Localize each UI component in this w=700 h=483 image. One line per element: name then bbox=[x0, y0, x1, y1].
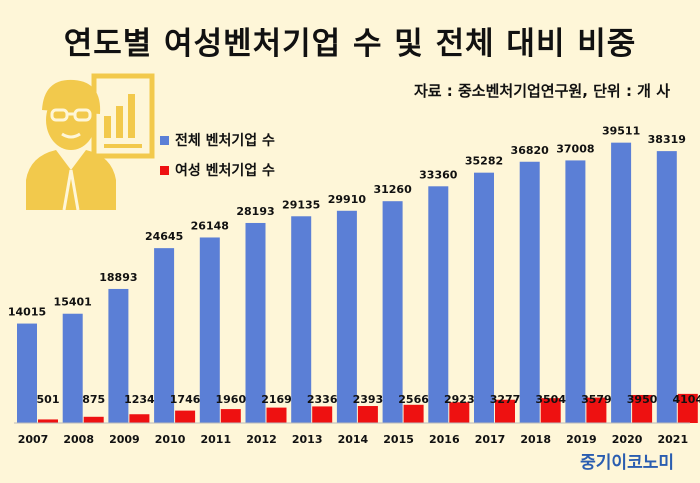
x-tick-label-2021: 2021 bbox=[657, 433, 688, 446]
data-label-total-2015: 31260 bbox=[373, 183, 412, 196]
data-label-total-2021: 38319 bbox=[648, 133, 686, 146]
x-tick-label-2016: 2016 bbox=[429, 433, 460, 446]
legend-swatch-women bbox=[160, 165, 169, 175]
x-tick-label-2018: 2018 bbox=[520, 433, 551, 446]
bar-women-2020 bbox=[632, 394, 653, 423]
bar-women-2014 bbox=[357, 406, 378, 423]
data-label-total-2011: 26148 bbox=[191, 219, 229, 232]
x-tick-label-2007: 2007 bbox=[18, 433, 49, 446]
x-tick-label-2019: 2019 bbox=[566, 433, 597, 446]
data-label-women-2009: 1234 bbox=[124, 393, 155, 406]
legend-item-women: 여성 벤처기업 수 bbox=[160, 155, 275, 185]
data-label-women-2021: 4104 bbox=[672, 393, 700, 406]
bar-total-2019 bbox=[565, 160, 586, 423]
data-label-total-2018: 36820 bbox=[511, 144, 550, 157]
bar-total-2018 bbox=[519, 161, 540, 423]
bar-total-2021 bbox=[656, 151, 677, 424]
data-label-women-2012: 2169 bbox=[261, 393, 292, 406]
data-label-total-2014: 29910 bbox=[328, 193, 367, 206]
x-tick-label-2010: 2010 bbox=[155, 433, 186, 446]
x-tick-label-2012: 2012 bbox=[246, 433, 277, 446]
x-tick-label-2013: 2013 bbox=[292, 433, 323, 446]
bar-women-2013 bbox=[312, 406, 333, 423]
source-note: 자료 : 중소벤처기업연구원, 단위 : 개 사 bbox=[413, 82, 670, 100]
bar-women-2012 bbox=[266, 407, 287, 423]
bar-total-2008 bbox=[62, 313, 83, 423]
data-label-total-2020: 39511 bbox=[602, 125, 640, 138]
data-label-women-2017: 3277 bbox=[490, 393, 521, 406]
bar-women-2021 bbox=[677, 393, 698, 423]
bar-total-2011 bbox=[199, 237, 220, 423]
data-label-women-2008: 875 bbox=[82, 393, 105, 406]
legend-swatch-total bbox=[160, 135, 169, 145]
bar-women-2019 bbox=[586, 397, 607, 423]
bar-total-2020 bbox=[611, 142, 632, 424]
legend-label-total: 전체 벤처기업 수 bbox=[175, 133, 275, 149]
x-tick-label-2015: 2015 bbox=[383, 433, 414, 446]
x-tick-label-2008: 2008 bbox=[63, 433, 94, 446]
bar-women-2018 bbox=[540, 398, 561, 423]
bar-women-2010 bbox=[175, 410, 196, 423]
bar-total-2010 bbox=[154, 248, 175, 423]
x-tick-label-2017: 2017 bbox=[475, 433, 506, 446]
bar-total-2017 bbox=[474, 172, 494, 423]
bar-total-2007 bbox=[17, 323, 37, 423]
x-tick-label-2014: 2014 bbox=[338, 433, 369, 446]
brand-logo-text: 중기이코노미 bbox=[580, 453, 674, 473]
bar-total-2016 bbox=[428, 186, 449, 423]
legend: 전체 벤처기업 수 여성 벤처기업 수 bbox=[160, 125, 275, 185]
data-label-total-2019: 37008 bbox=[556, 142, 594, 155]
bar-total-2013 bbox=[291, 216, 312, 423]
data-label-women-2016: 2923 bbox=[444, 393, 475, 406]
data-label-total-2009: 18893 bbox=[99, 271, 137, 284]
bar-total-2012 bbox=[245, 222, 266, 423]
data-label-total-2007: 14015 bbox=[8, 306, 46, 319]
x-tick-label-2011: 2011 bbox=[200, 433, 231, 446]
data-label-total-2016: 33360 bbox=[419, 168, 458, 181]
data-label-total-2017: 35282 bbox=[465, 155, 503, 168]
data-label-total-2008: 15401 bbox=[54, 296, 92, 309]
page-title: 연도별 여성벤처기업 수 및 전체 대비 비중 bbox=[63, 26, 637, 62]
researcher-with-chart-document-icon bbox=[26, 73, 155, 210]
data-label-women-2010: 1746 bbox=[170, 393, 201, 406]
data-label-women-2019: 3579 bbox=[581, 393, 612, 406]
bar-women-2011 bbox=[220, 409, 241, 423]
bar-women-2007 bbox=[38, 419, 58, 423]
data-label-women-2020: 3950 bbox=[627, 393, 658, 406]
data-label-women-2013: 2336 bbox=[307, 393, 338, 406]
data-label-women-2011: 1960 bbox=[215, 393, 246, 406]
x-tick-label-2009: 2009 bbox=[109, 433, 140, 446]
data-label-women-2007: 501 bbox=[37, 393, 60, 406]
data-label-women-2015: 2566 bbox=[398, 393, 429, 406]
data-label-total-2010: 24645 bbox=[145, 230, 183, 243]
bar-women-2009 bbox=[129, 414, 150, 423]
legend-item-total: 전체 벤처기업 수 bbox=[160, 125, 275, 155]
data-label-total-2013: 29135 bbox=[282, 198, 320, 211]
data-label-women-2014: 2393 bbox=[353, 393, 384, 406]
bar-women-2008 bbox=[83, 416, 104, 423]
data-label-women-2018: 3504 bbox=[535, 393, 566, 406]
legend-label-women: 여성 벤처기업 수 bbox=[175, 163, 275, 179]
bar-total-2009 bbox=[108, 288, 129, 423]
x-tick-label-2020: 2020 bbox=[612, 433, 643, 446]
bar-total-2014 bbox=[336, 210, 357, 423]
bar-total-2015 bbox=[382, 201, 403, 423]
bar-women-2015 bbox=[403, 404, 424, 423]
data-label-total-2012: 28193 bbox=[236, 205, 274, 218]
bar-women-2016 bbox=[449, 402, 470, 423]
bar-women-2017 bbox=[495, 399, 515, 423]
